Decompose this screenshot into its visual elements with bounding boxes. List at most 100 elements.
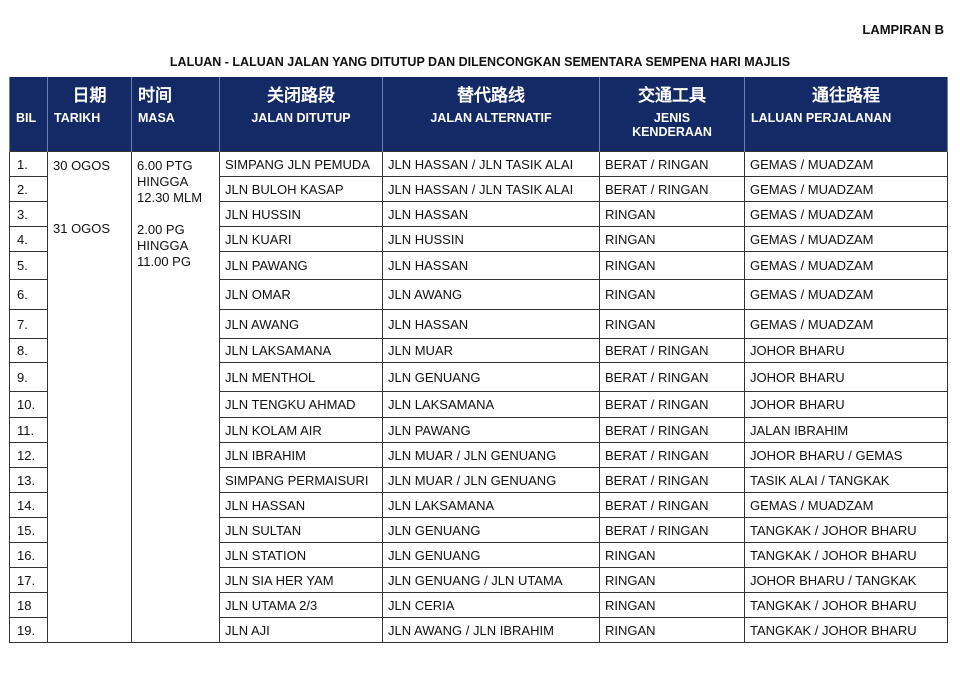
alternative-road: JLN GENUANG (382, 542, 600, 568)
route: TANGKAK / JOHOR BHARU (744, 617, 948, 643)
row-number: 15. (9, 517, 48, 543)
time-until-2: HINGGA (137, 238, 189, 253)
closed-road: JLN HUSSIN (219, 201, 383, 227)
table-row: 7. JLN AWANG JLN HASSAN RINGAN GEMAS / MUADZ… (9, 309, 948, 339)
route: JOHOR BHARU (744, 338, 948, 363)
date-1: 30 OGOS (53, 158, 111, 173)
row-number: 18 (9, 592, 48, 618)
header-zh: 关闭路段 (219, 77, 383, 107)
route: JOHOR BHARU (744, 391, 948, 418)
route: JOHOR BHARU (744, 362, 948, 392)
vehicle-type: BERAT / RINGAN (599, 517, 745, 543)
tarikh-cell: 30 OGOS 31 OGOS (47, 151, 132, 643)
alternative-road: JLN AWANG (382, 279, 600, 310)
alternative-road: JLN HASSAN (382, 251, 600, 280)
row-number: 4. (9, 226, 48, 252)
time-end-1: 12.30 MLM (137, 190, 203, 205)
header-jalan-ditutup: JALAN DITUTUP (219, 107, 383, 152)
time-start-1: 6.00 PTG (137, 158, 193, 173)
appendix-label: LAMPIRAN B (862, 22, 944, 37)
table-row: 16. JLN STATION JLN GENUANG RINGAN TANGKAK /… (9, 542, 948, 568)
route: GEMAS / MUADZAM (744, 251, 948, 280)
header-jalan-alternatif: JALAN ALTERNATIF (382, 107, 600, 152)
row-number: 16. (9, 542, 48, 568)
vehicle-type: RINGAN (599, 567, 745, 593)
closed-road: JLN AWANG (219, 309, 383, 339)
closed-road: JLN LAKSAMANA (219, 338, 383, 363)
row-number: 1. (9, 151, 48, 177)
closed-road: JLN SULTAN (219, 517, 383, 543)
closed-road: JLN HASSAN (219, 492, 383, 518)
closed-road: JLN MENTHOL (219, 362, 383, 392)
row-number: 9. (9, 362, 48, 392)
closed-road: JLN BULOH KASAP (219, 176, 383, 202)
route: TASIK ALAI / TANGKAK (744, 467, 948, 493)
table-row: 1. 30 OGOS 31 OGOS 6.00 PTG HINGGA 12.30 MLM 2… (9, 151, 948, 643)
row-number: 17. (9, 567, 48, 593)
alternative-road: JLN HASSAN (382, 309, 600, 339)
table-row: 14. JLN HASSAN JLN LAKSAMANA BERAT / RINGAN… (9, 492, 948, 518)
route: JOHOR BHARU / GEMAS (744, 442, 948, 468)
vehicle-type: RINGAN (599, 592, 745, 618)
table-row: 5. JLN PAWANG JLN HASSAN RINGAN GEMAS / MUAD… (9, 251, 948, 280)
route: GEMAS / MUADZAM (744, 226, 948, 252)
vehicle-type: BERAT / RINGAN (599, 362, 745, 392)
closed-road: JLN KUARI (219, 226, 383, 252)
row-number: 8. (9, 338, 48, 363)
alternative-road: JLN GENUANG (382, 517, 600, 543)
table-row: 11. JLN KOLAM AIR JLN PAWANG BERAT / RINGAN… (9, 417, 948, 443)
date-2: 31 OGOS (53, 221, 111, 236)
header-zh: 通往路程 (744, 77, 948, 107)
route: GEMAS / MUADZAM (744, 151, 948, 177)
route: JALAN IBRAHIM (744, 417, 948, 443)
alternative-road: JLN PAWANG (382, 417, 600, 443)
closed-road: JLN OMAR (219, 279, 383, 310)
alternative-road: JLN HASSAN / JLN TASIK ALAI (382, 151, 600, 177)
alternative-road: JLN HASSAN (382, 201, 600, 227)
table-row: 13. SIMPANG PERMAISURI JLN MUAR / JLN GENU… (9, 467, 948, 493)
closed-road: JLN IBRAHIM (219, 442, 383, 468)
header-tarikh: TARIKH (47, 107, 132, 152)
route: GEMAS / MUADZAM (744, 492, 948, 518)
route: TANGKAK / JOHOR BHARU (744, 517, 948, 543)
route: GEMAS / MUADZAM (744, 309, 948, 339)
table-row: 15. JLN SULTAN JLN GENUANG BERAT / RINGAN TA… (9, 517, 948, 543)
alternative-road: JLN HUSSIN (382, 226, 600, 252)
row-number: 5. (9, 251, 48, 280)
closed-road: JLN AJI (219, 617, 383, 643)
route: TANGKAK / JOHOR BHARU (744, 592, 948, 618)
closed-road: JLN PAWANG (219, 251, 383, 280)
closed-road: JLN KOLAM AIR (219, 417, 383, 443)
header-row: BIL TARIKH MASA JALAN DITUTUP JALAN ALTE… (9, 107, 948, 152)
table-row: 3. JLN HUSSIN JLN HASSAN RINGAN GEMAS / MUAD… (9, 201, 948, 227)
header-zh: 时间 (131, 77, 220, 107)
route: JOHOR BHARU / TANGKAK (744, 567, 948, 593)
table-row: 2. JLN BULOH KASAP JLN HASSAN / JLN TASIK … (9, 176, 948, 202)
header-jenis-kenderaan: JENIS KENDERAAN (599, 107, 745, 152)
alternative-road: JLN MUAR / JLN GENUANG (382, 442, 600, 468)
time-start-2: 2.00 PG (137, 222, 185, 237)
closed-road: JLN UTAMA 2/3 (219, 592, 383, 618)
header-zh: 日期 (47, 77, 132, 107)
row-number: 14. (9, 492, 48, 518)
alternative-road: JLN LAKSAMANA (382, 391, 600, 418)
route: GEMAS / MUADZAM (744, 201, 948, 227)
document-title: LALUAN - LALUAN JALAN YANG DITUTUP DAN D… (169, 55, 791, 69)
header-masa: MASA (131, 107, 220, 152)
vehicle-type: BERAT / RINGAN (599, 391, 745, 418)
vehicle-type: RINGAN (599, 251, 745, 280)
closed-road: JLN TENGKU AHMAD (219, 391, 383, 418)
vehicle-type: RINGAN (599, 309, 745, 339)
row-number: 6. (9, 279, 48, 310)
alternative-road: JLN AWANG / JLN IBRAHIM (382, 617, 600, 643)
vehicle-type: RINGAN (599, 226, 745, 252)
table-row: 12. JLN IBRAHIM JLN MUAR / JLN GENUANG BERA… (9, 442, 948, 468)
table-row: 4. JLN KUARI JLN HUSSIN RINGAN GEMAS / MUADZ… (9, 226, 948, 252)
alternative-road: JLN GENUANG / JLN UTAMA (382, 567, 600, 593)
header-laluan-perjalanan: LALUAN PERJALANAN (744, 107, 948, 152)
row-number: 12. (9, 442, 48, 468)
vehicle-type: RINGAN (599, 201, 745, 227)
table-row: 6. JLN OMAR JLN AWANG RINGAN GEMAS / MUADZAM (9, 279, 948, 310)
vehicle-type: RINGAN (599, 279, 745, 310)
closed-road: SIMPANG PERMAISURI (219, 467, 383, 493)
